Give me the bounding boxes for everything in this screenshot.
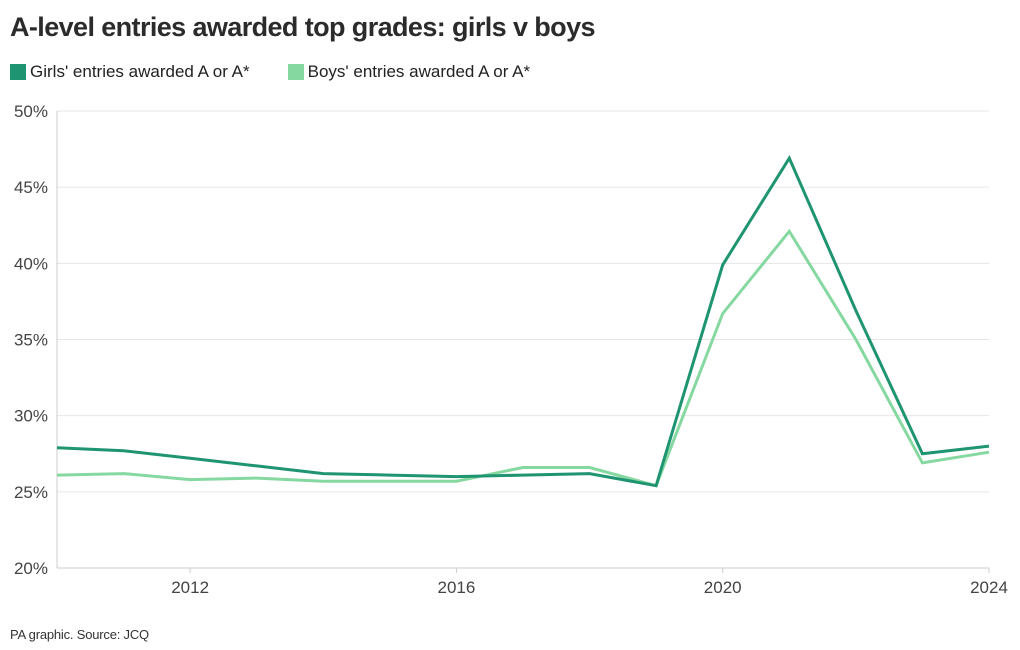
- legend-item-boys: Boys' entries awarded A or A*: [287, 62, 531, 82]
- legend: Girls' entries awarded A or A* Boys' ent…: [10, 61, 568, 83]
- y-tick-label-30: 30%: [14, 407, 48, 426]
- series-line-girls: [56, 154, 990, 488]
- legend-label-boys: Boys' entries awarded A or A*: [307, 62, 531, 81]
- y-tick-label-50: 50%: [14, 102, 48, 121]
- source-note: PA graphic. Source: JCQ: [10, 627, 149, 642]
- series-lines: [56, 154, 990, 488]
- y-tick-label-20: 20%: [14, 559, 48, 578]
- y-tick-label-45: 45%: [14, 178, 48, 197]
- tick-labels: 20% 25% 30% 35% 40% 45% 50% 2012 2016 2020 2024: [14, 102, 1008, 597]
- legend-item-girls: Girls' entries awarded A or A*: [10, 62, 250, 82]
- gridlines: [57, 110, 989, 493]
- legend-swatch-boys: [287, 64, 304, 80]
- x-tick-label-2016: 2016: [438, 578, 476, 597]
- chart-title: A-level entries awarded top grades: girl…: [10, 12, 596, 42]
- x-tick-label-2024: 2024: [970, 578, 1008, 597]
- x-tick-label-2020: 2020: [704, 578, 742, 597]
- legend-swatch-girls: [10, 64, 26, 80]
- x-tick-label-2012: 2012: [171, 578, 209, 597]
- series-line-boys: [56, 228, 990, 488]
- y-tick-label-35: 35%: [14, 331, 48, 350]
- y-tick-label-25: 25%: [14, 483, 48, 502]
- legend-label-girls: Girls' entries awarded A or A*: [30, 62, 250, 81]
- axes: [56, 111, 990, 573]
- y-tick-label-40: 40%: [14, 254, 48, 273]
